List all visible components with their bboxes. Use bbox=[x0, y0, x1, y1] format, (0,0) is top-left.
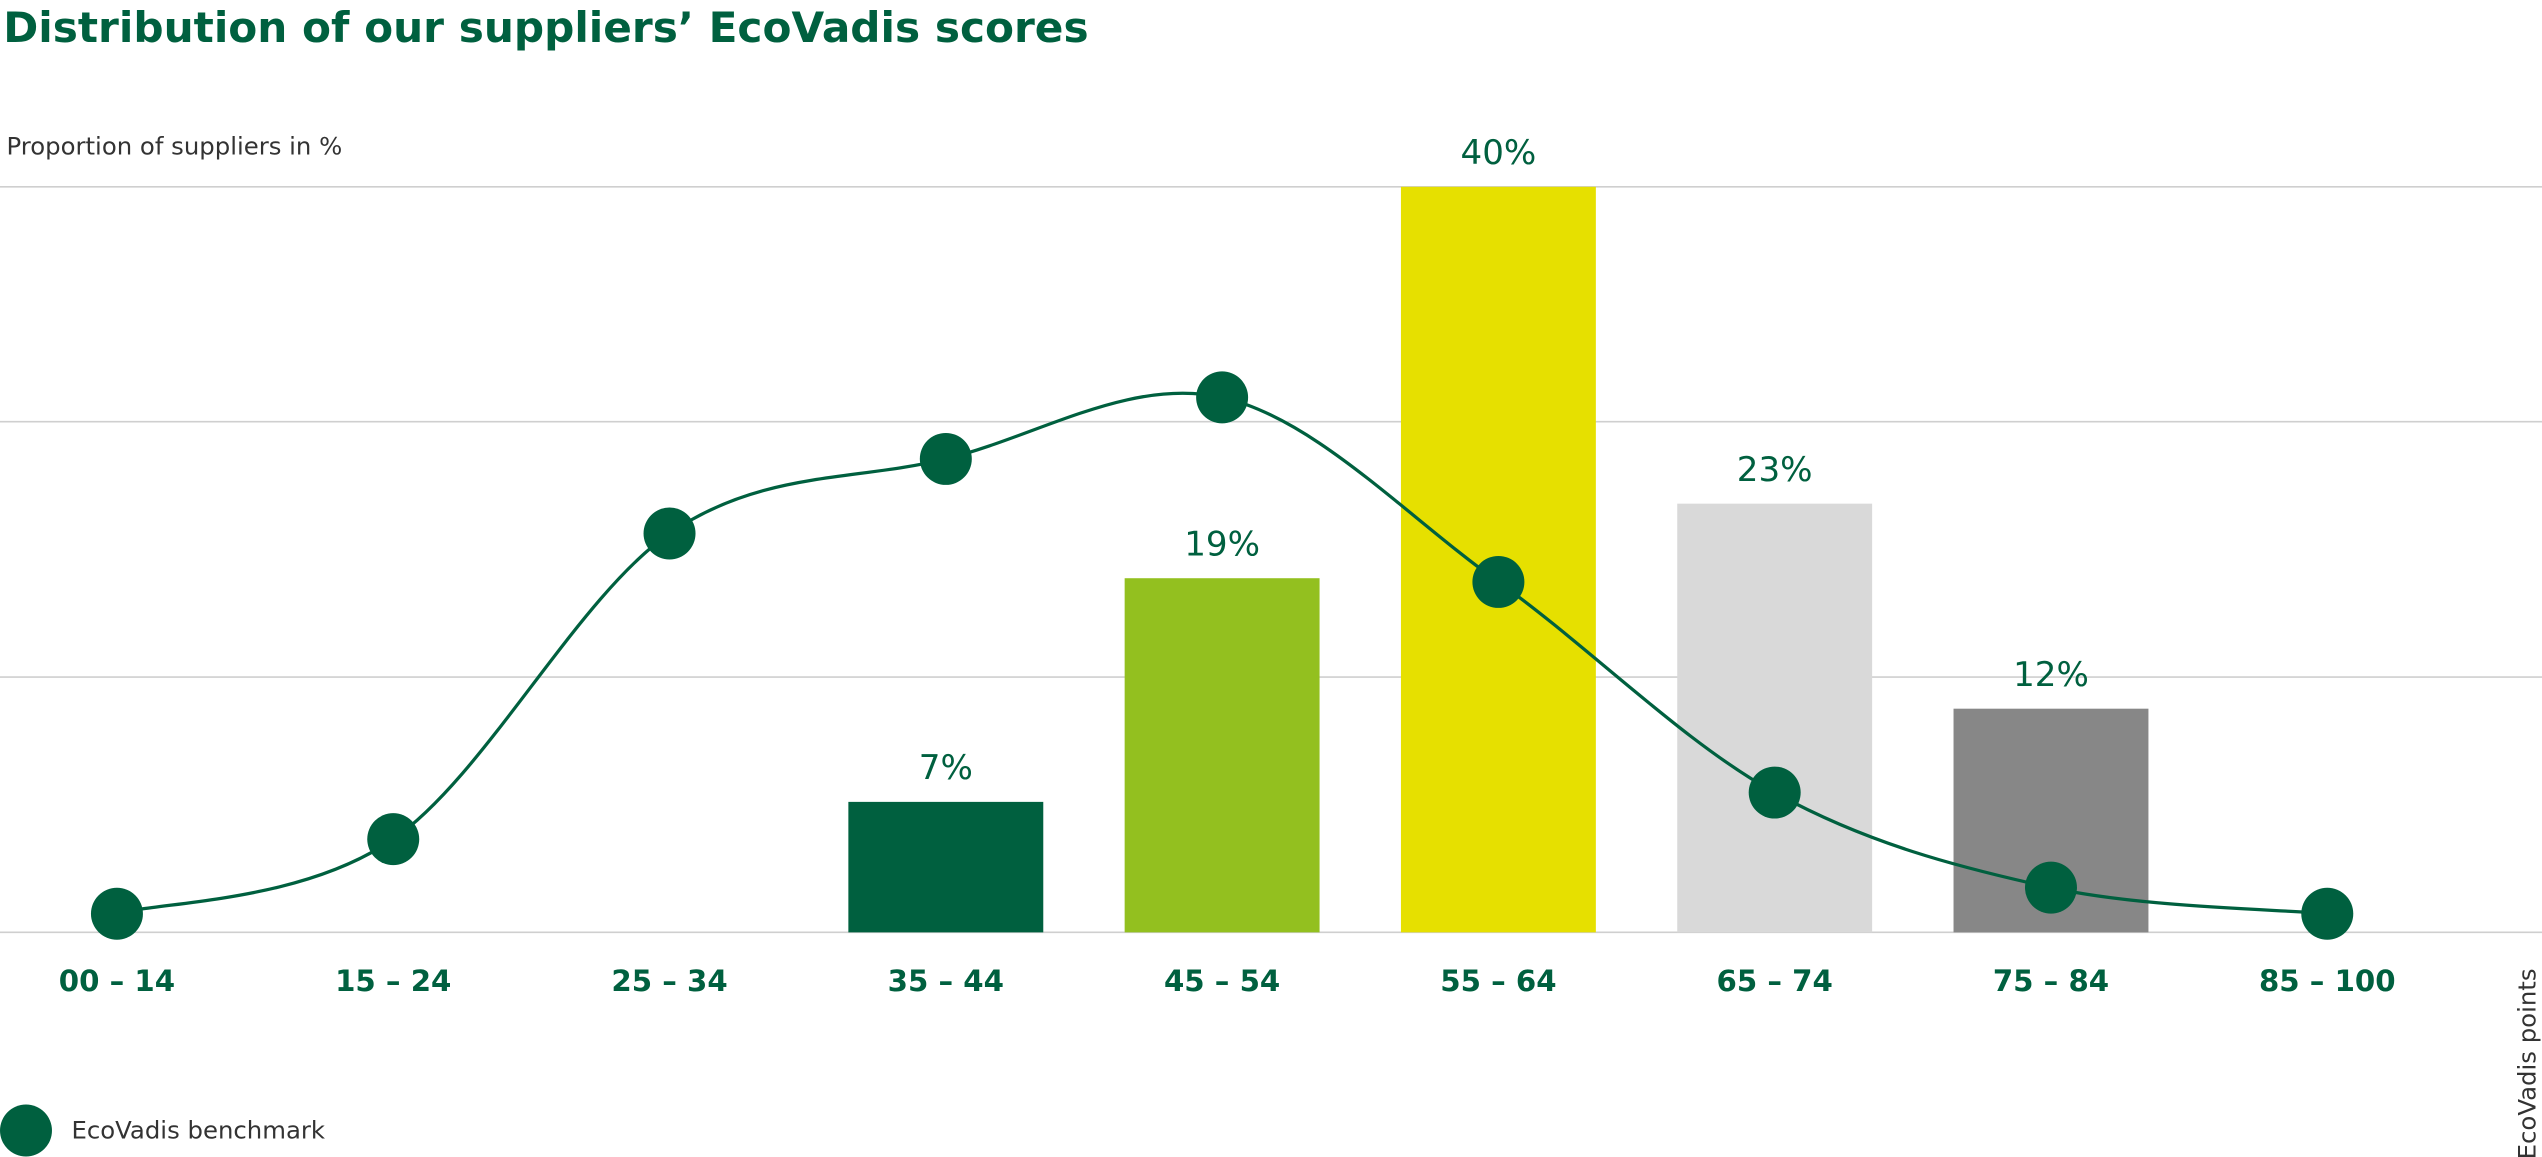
bar bbox=[1677, 503, 1873, 933]
x-tick-label: 00 – 14 bbox=[59, 964, 175, 998]
value-label: 7% bbox=[919, 748, 973, 788]
benchmark-point bbox=[2024, 861, 2077, 914]
x-tick-label: 85 – 100 bbox=[2259, 964, 2396, 998]
x-tick-label: 25 – 34 bbox=[611, 964, 727, 998]
y-axis-label: Proportion of suppliers in % bbox=[6, 131, 342, 160]
benchmark-point bbox=[1472, 555, 1525, 608]
x-tick-label: 55 – 64 bbox=[1440, 964, 1556, 998]
benchmark-point bbox=[1748, 766, 1801, 819]
x-tick-label: 65 – 74 bbox=[1717, 964, 1833, 998]
legend-label: EcoVadis benchmark bbox=[71, 1116, 325, 1145]
bar bbox=[848, 801, 1044, 933]
value-label: 23% bbox=[1737, 450, 1813, 490]
value-label: 12% bbox=[2013, 655, 2089, 695]
x-tick-label: 15 – 24 bbox=[335, 964, 451, 998]
value-label: 40% bbox=[1461, 133, 1537, 173]
x-tick-label: 35 – 44 bbox=[888, 964, 1004, 998]
value-label: 19% bbox=[1184, 524, 1260, 564]
chart-title: Distribution of our suppliers’ EcoVadis … bbox=[3, 3, 1088, 52]
benchmark-point bbox=[2301, 887, 2354, 940]
benchmark-point bbox=[367, 813, 420, 866]
x-tick-label: 45 – 54 bbox=[1164, 964, 1280, 998]
benchmark-point bbox=[1196, 371, 1249, 424]
bar bbox=[1124, 578, 1320, 933]
x-axis-label: EcoVadis points bbox=[2513, 968, 2542, 1157]
x-tick-label: 75 – 84 bbox=[1993, 964, 2109, 998]
legend-marker bbox=[0, 1104, 52, 1157]
benchmark-point bbox=[919, 432, 972, 485]
benchmark-point bbox=[643, 507, 696, 560]
benchmark-point bbox=[90, 887, 143, 940]
